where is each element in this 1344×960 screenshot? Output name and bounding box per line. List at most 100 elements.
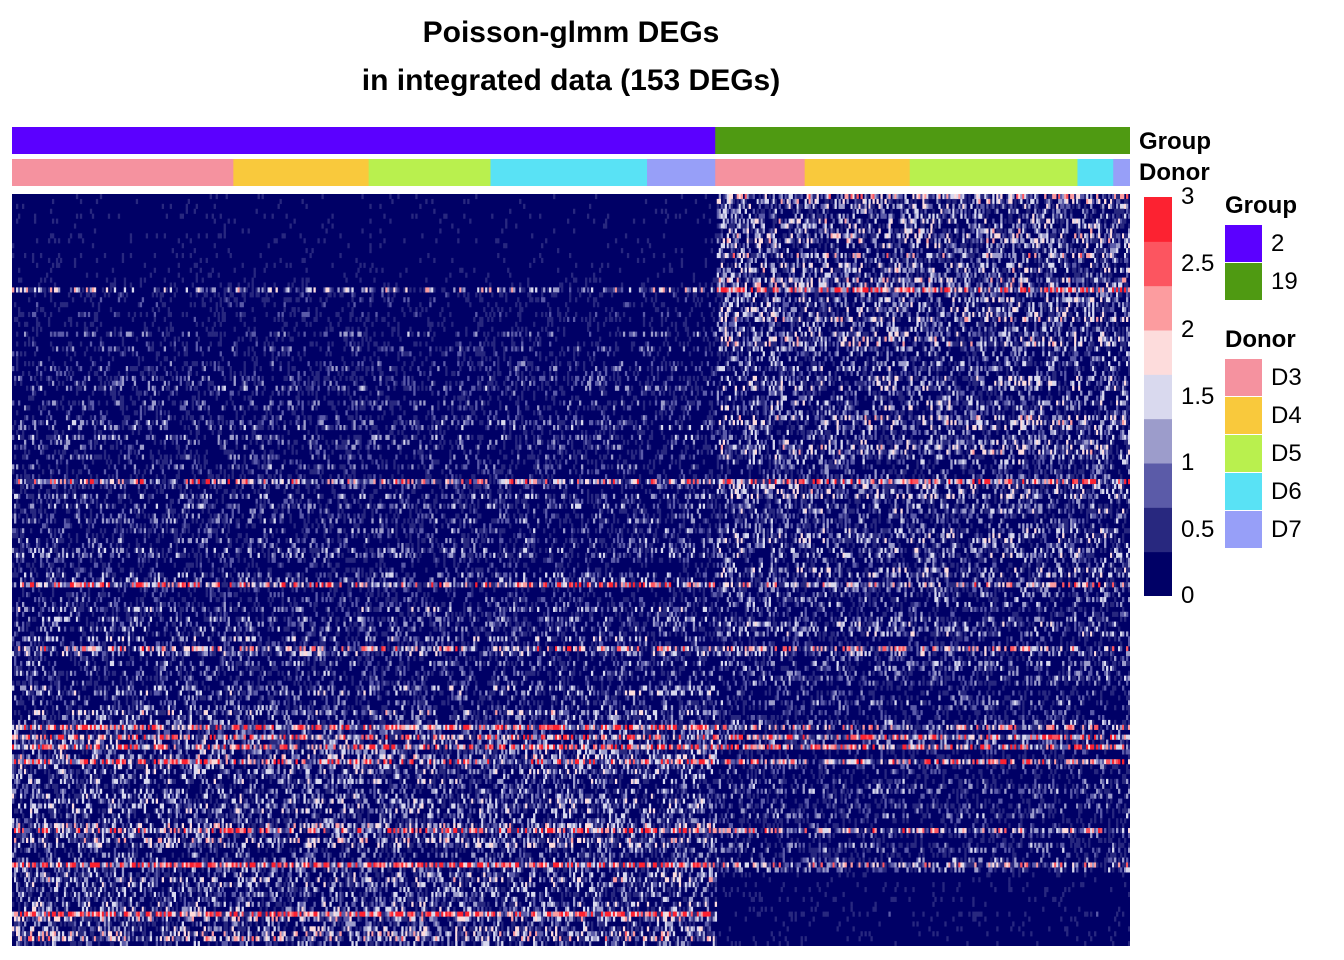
heatmap-cell	[499, 292, 502, 298]
heatmap-cell	[153, 287, 157, 293]
heatmap-cell	[978, 267, 981, 273]
heatmap-cell	[389, 346, 392, 352]
heatmap-cell	[750, 267, 753, 273]
heatmap-cell	[770, 233, 773, 239]
heatmap-cell	[1038, 238, 1041, 244]
heatmap-cell	[265, 336, 268, 342]
heatmap-cell	[519, 282, 522, 288]
heatmap-cell	[111, 282, 115, 288]
heatmap-cell	[980, 223, 983, 229]
heatmap-cell	[910, 248, 913, 254]
heatmap-cell	[163, 277, 167, 283]
heatmap-cell	[1044, 297, 1047, 303]
heatmap-cell	[559, 282, 562, 288]
heatmap-cell	[285, 297, 288, 303]
heatmap-cell	[746, 341, 749, 347]
heatmap-cell	[792, 243, 795, 249]
heatmap-cell	[291, 336, 294, 342]
heatmap-cell	[1006, 272, 1009, 278]
heatmap-cell	[728, 307, 732, 313]
heatmap-cell	[814, 302, 817, 308]
heatmap-cell	[906, 302, 909, 308]
heatmap-cell	[822, 321, 825, 327]
heatmap-cell	[970, 252, 973, 259]
heatmap-cell	[788, 203, 791, 209]
heatmap-cell	[1126, 248, 1129, 254]
heatmap-cell	[976, 248, 979, 254]
heatmap-cell	[1098, 218, 1101, 224]
heatmap-cell	[351, 311, 354, 318]
heatmap-cell	[171, 248, 175, 254]
heatmap-cell	[53, 282, 57, 288]
heatmap-cell	[1074, 326, 1077, 332]
heatmap-cell	[964, 243, 967, 249]
heatmap-cell	[1046, 297, 1049, 303]
heatmap-cell	[888, 321, 891, 327]
heatmap-cell	[804, 267, 807, 273]
heatmap-cell	[1002, 282, 1005, 288]
heatmap-cell	[223, 297, 226, 303]
heatmap-cell	[49, 287, 53, 293]
heatmap-cell	[586, 326, 590, 332]
heatmap-cell	[724, 282, 728, 288]
heatmap-cell	[1126, 287, 1129, 293]
heatmap-cell	[796, 257, 799, 264]
heatmap-cell	[429, 302, 432, 308]
heatmap-cell	[592, 302, 596, 308]
heatmap-cell	[331, 262, 334, 268]
heatmap-cell	[1008, 208, 1011, 214]
heatmap-cell	[764, 287, 767, 293]
heatmap-cell	[149, 272, 153, 278]
heatmap-cell	[648, 321, 652, 327]
heatmap-cell	[796, 252, 799, 259]
heatmap-cell	[940, 277, 943, 283]
heatmap-cell	[660, 321, 664, 327]
heatmap-cell	[1108, 307, 1111, 313]
heatmap-cell	[387, 287, 390, 293]
heatmap-cell	[375, 316, 378, 322]
heatmap-cell	[706, 292, 710, 298]
heatmap-cell	[523, 287, 526, 293]
heatmap-cell	[563, 331, 566, 337]
heatmap-cell	[656, 307, 660, 313]
heatmap-cell	[970, 243, 973, 249]
heatmap-cell	[1082, 302, 1085, 308]
heatmap-cell	[1090, 307, 1093, 313]
heatmap-cell	[752, 194, 755, 200]
heatmap-cell	[834, 267, 837, 273]
heatmap-cell	[1034, 287, 1037, 293]
heatmap-cell	[726, 243, 730, 249]
heatmap-cell	[169, 321, 173, 327]
heatmap-cell	[932, 218, 935, 224]
heatmap-cell	[726, 292, 730, 298]
heatmap-cell	[770, 262, 773, 268]
heatmap-cell	[734, 194, 738, 200]
heatmap-cell	[918, 194, 921, 200]
heatmap-cell	[1034, 331, 1037, 337]
heatmap-cell	[926, 321, 929, 327]
heatmap-cell	[980, 243, 983, 249]
heatmap-cell	[874, 321, 877, 327]
heatmap-cell	[1048, 262, 1051, 268]
heatmap-cell	[1090, 297, 1093, 303]
heatmap-cell	[890, 228, 893, 234]
heatmap-cell	[916, 331, 919, 337]
heatmap-cell	[950, 243, 953, 249]
heatmap-cell	[956, 316, 959, 322]
heatmap-cell	[1048, 198, 1051, 205]
heatmap-cell	[954, 262, 957, 268]
heatmap-cell	[1060, 336, 1063, 342]
heatmap-cell	[1028, 223, 1031, 229]
heatmap-cell	[1010, 228, 1013, 234]
heatmap-cell	[866, 331, 869, 337]
heatmap-cell	[928, 287, 931, 293]
heatmap-cell	[836, 326, 839, 332]
heatmap-cell	[1094, 248, 1097, 254]
heatmap-cell	[49, 311, 53, 318]
heatmap-cell	[650, 331, 654, 337]
heatmap-cell	[852, 252, 855, 259]
heatmap-cell	[263, 282, 266, 288]
heatmap-cell	[43, 292, 47, 298]
heatmap-cell	[804, 252, 807, 259]
heatmap-cell	[788, 292, 791, 298]
